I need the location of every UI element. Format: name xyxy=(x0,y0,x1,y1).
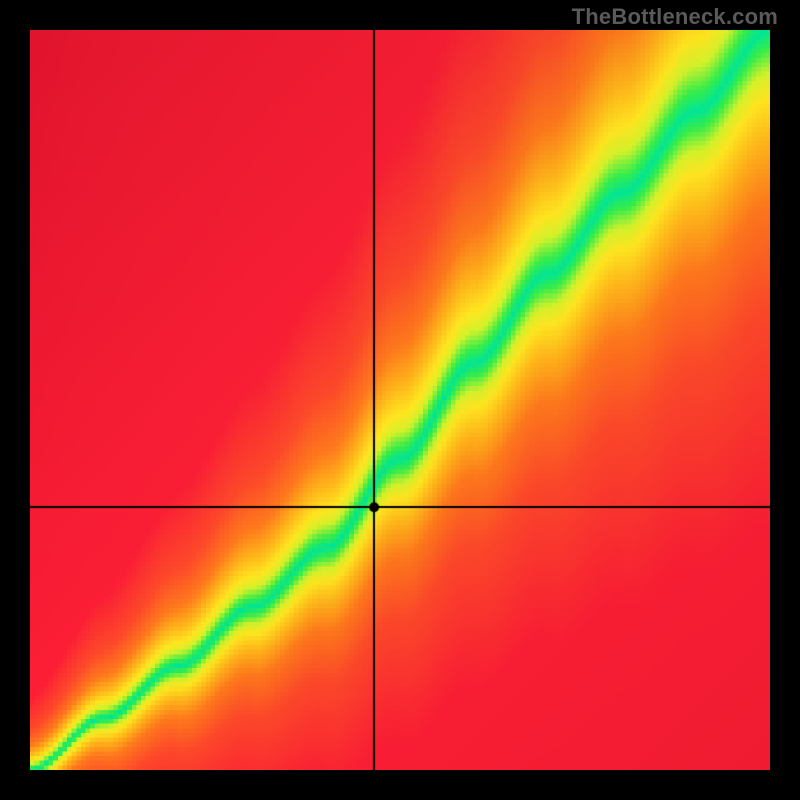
crosshair-overlay xyxy=(30,30,770,770)
watermark-text: TheBottleneck.com xyxy=(572,4,778,30)
chart-frame: TheBottleneck.com xyxy=(0,0,800,800)
